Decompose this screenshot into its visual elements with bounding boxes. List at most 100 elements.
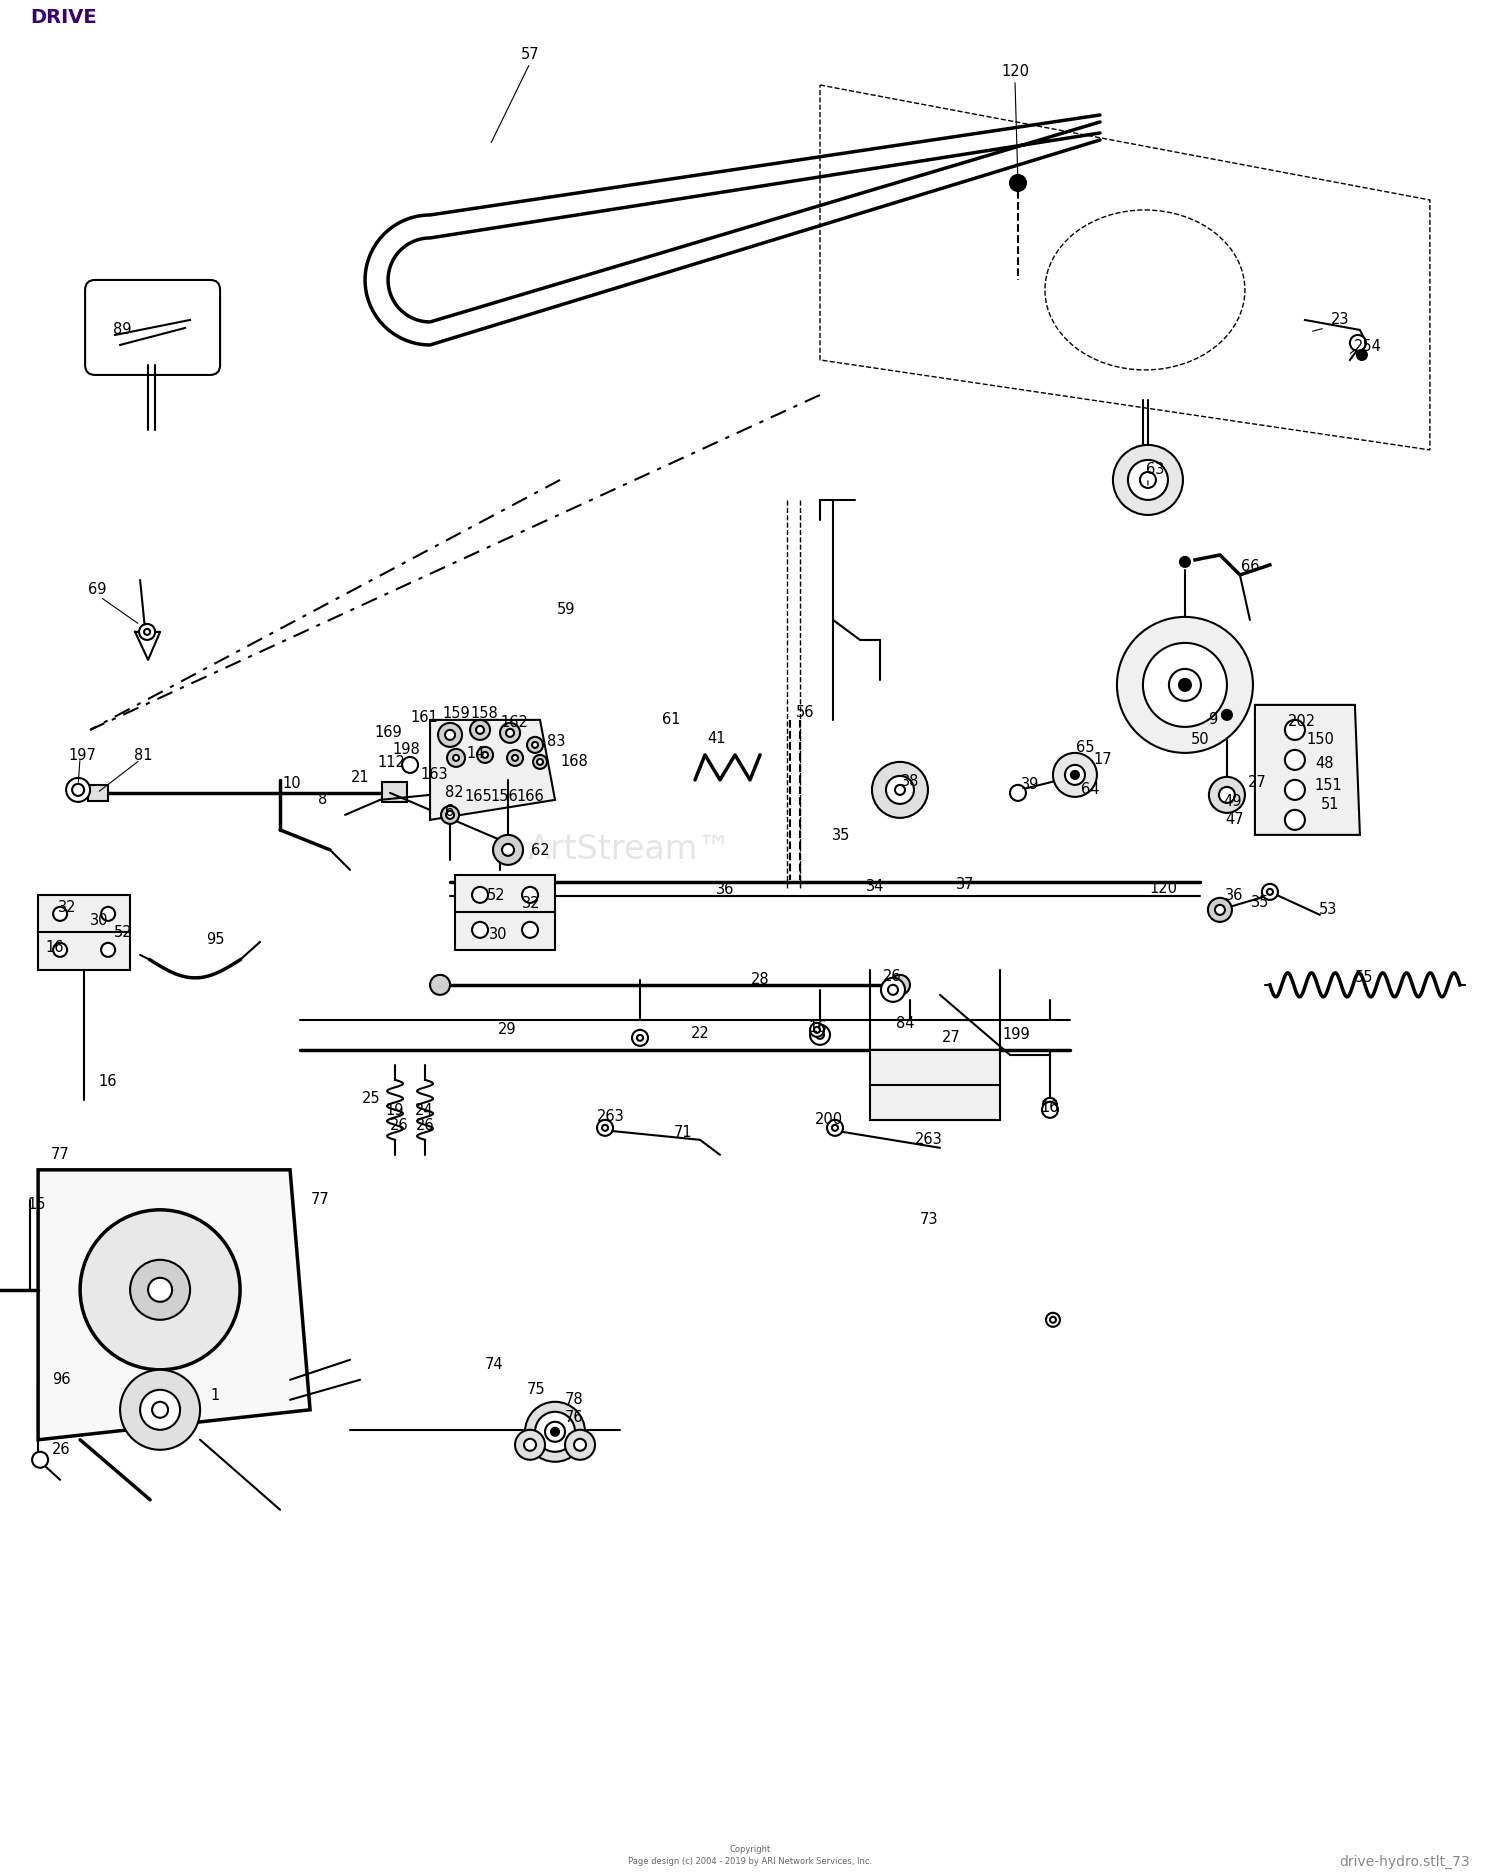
Circle shape	[1286, 719, 1305, 740]
Circle shape	[140, 624, 154, 641]
Circle shape	[1113, 446, 1184, 515]
Text: 69: 69	[88, 583, 106, 597]
Circle shape	[1046, 1313, 1060, 1326]
Text: 65: 65	[1076, 740, 1094, 755]
Circle shape	[896, 785, 904, 794]
Text: 36: 36	[716, 882, 734, 897]
Text: 26: 26	[882, 970, 902, 985]
Text: 34: 34	[865, 878, 883, 895]
Circle shape	[1208, 897, 1231, 922]
Circle shape	[1222, 710, 1232, 719]
Text: 61: 61	[662, 712, 681, 727]
Text: 163: 163	[420, 768, 448, 783]
Text: 75: 75	[526, 1382, 546, 1397]
Text: 26: 26	[416, 1118, 435, 1133]
Text: 165: 165	[464, 789, 492, 804]
Polygon shape	[38, 895, 130, 970]
Circle shape	[525, 1401, 585, 1461]
Circle shape	[476, 727, 484, 734]
Circle shape	[816, 1030, 824, 1040]
Text: 17: 17	[1094, 753, 1113, 768]
Circle shape	[503, 845, 515, 856]
Circle shape	[446, 730, 454, 740]
Circle shape	[1042, 1098, 1058, 1113]
Circle shape	[152, 1401, 168, 1418]
Circle shape	[1042, 1101, 1058, 1118]
Circle shape	[536, 1412, 574, 1452]
Circle shape	[1010, 174, 1026, 191]
Text: 35: 35	[1251, 895, 1269, 910]
Circle shape	[1050, 1317, 1056, 1322]
Text: 1: 1	[210, 1388, 219, 1403]
Circle shape	[66, 777, 90, 802]
Circle shape	[144, 629, 150, 635]
Circle shape	[1168, 669, 1202, 701]
Text: 77: 77	[51, 1148, 69, 1163]
Circle shape	[470, 719, 490, 740]
Text: 161: 161	[410, 710, 438, 725]
Circle shape	[430, 974, 450, 995]
Circle shape	[441, 805, 459, 824]
Circle shape	[815, 1026, 821, 1032]
Circle shape	[472, 922, 488, 938]
Text: 74: 74	[484, 1358, 504, 1373]
Text: 62: 62	[531, 843, 549, 858]
Circle shape	[1180, 556, 1190, 568]
Text: 52: 52	[486, 888, 506, 903]
Text: 89: 89	[112, 322, 132, 337]
Circle shape	[880, 978, 904, 1002]
Circle shape	[1065, 764, 1084, 785]
Text: Copyright
Page design (c) 2004 - 2019 by ARI Network Services, Inc.: Copyright Page design (c) 2004 - 2019 by…	[628, 1845, 872, 1866]
Circle shape	[544, 1422, 566, 1442]
Text: 120: 120	[1149, 882, 1178, 897]
Circle shape	[532, 755, 548, 770]
Circle shape	[597, 1120, 613, 1135]
Text: 25: 25	[362, 1092, 381, 1107]
Text: 47: 47	[1226, 813, 1244, 828]
Circle shape	[522, 888, 538, 903]
Circle shape	[1358, 350, 1366, 360]
Polygon shape	[430, 719, 555, 820]
Text: 30: 30	[489, 927, 507, 942]
Text: 19: 19	[386, 1103, 405, 1118]
Text: 197: 197	[68, 749, 96, 764]
Text: 168: 168	[560, 755, 588, 770]
Text: 64: 64	[1080, 783, 1100, 798]
Text: 16: 16	[808, 1021, 826, 1036]
Text: 9: 9	[1209, 712, 1218, 727]
Circle shape	[453, 755, 459, 760]
Circle shape	[602, 1126, 608, 1131]
Circle shape	[810, 1025, 830, 1045]
Circle shape	[1140, 472, 1156, 489]
Circle shape	[1286, 749, 1305, 770]
Circle shape	[148, 1277, 172, 1302]
Bar	[88, 785, 108, 802]
Circle shape	[532, 742, 538, 747]
Text: 83: 83	[548, 734, 566, 749]
Text: 21: 21	[351, 770, 369, 785]
Text: 112: 112	[376, 755, 405, 770]
Text: 15: 15	[28, 1197, 46, 1212]
Text: 77: 77	[310, 1193, 330, 1208]
Circle shape	[833, 1126, 839, 1131]
Circle shape	[522, 922, 538, 938]
Circle shape	[886, 775, 914, 804]
Text: 59: 59	[556, 603, 576, 618]
Text: 38: 38	[902, 774, 920, 789]
Text: 28: 28	[750, 972, 770, 987]
Circle shape	[438, 723, 462, 747]
Text: 198: 198	[392, 742, 420, 757]
Text: 23: 23	[1330, 313, 1348, 328]
Circle shape	[100, 907, 116, 922]
Text: 120: 120	[1000, 64, 1029, 79]
Polygon shape	[870, 1051, 1000, 1120]
Text: 26: 26	[390, 1118, 408, 1133]
Circle shape	[1215, 905, 1225, 914]
Text: 202: 202	[1288, 714, 1316, 729]
Circle shape	[1071, 772, 1078, 779]
Text: 263: 263	[597, 1109, 626, 1124]
Text: 158: 158	[470, 706, 498, 721]
Circle shape	[507, 749, 524, 766]
Text: 36: 36	[1224, 888, 1244, 903]
Circle shape	[446, 811, 454, 819]
